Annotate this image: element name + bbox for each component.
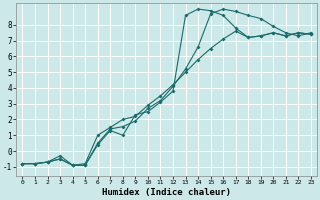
X-axis label: Humidex (Indice chaleur): Humidex (Indice chaleur) xyxy=(102,188,231,197)
